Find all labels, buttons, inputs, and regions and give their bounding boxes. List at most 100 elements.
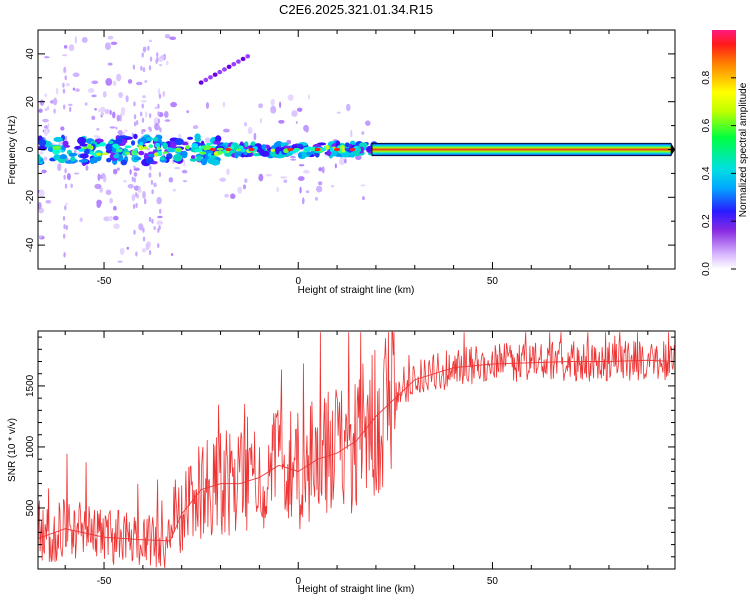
speck — [53, 97, 58, 106]
speck — [141, 103, 144, 109]
band-peak — [349, 147, 356, 152]
speck — [133, 121, 137, 127]
speck — [62, 54, 68, 57]
speck — [133, 101, 136, 107]
speck — [97, 109, 102, 112]
speck — [318, 167, 323, 172]
speck — [85, 165, 89, 171]
speck — [355, 155, 362, 161]
band-core — [148, 144, 154, 149]
speck — [158, 172, 162, 178]
speck — [153, 182, 157, 188]
speck — [72, 72, 80, 78]
speck — [63, 174, 66, 180]
speck — [72, 87, 76, 91]
x-tick-label: -50 — [97, 276, 112, 287]
speck — [133, 177, 136, 183]
band-blob — [296, 143, 304, 148]
band-blob — [174, 138, 184, 146]
speck — [112, 80, 117, 87]
band-peak — [248, 147, 255, 152]
speck — [287, 94, 294, 101]
x-tick-label: 0 — [295, 276, 301, 287]
speck — [159, 127, 162, 133]
spectrogram-marks — [38, 33, 675, 263]
speck — [104, 42, 111, 50]
diagonal-blob — [245, 54, 251, 59]
speck — [253, 132, 257, 141]
band-blob — [366, 146, 372, 152]
band-core — [82, 146, 87, 150]
speck — [270, 98, 275, 106]
speck — [291, 110, 298, 117]
speck — [75, 88, 80, 92]
speck — [101, 172, 106, 178]
y-tick-label: 500 — [25, 499, 36, 516]
speck — [174, 166, 181, 170]
spectrogram-panel: -50 0 50 -40 -20 0 20 40 Height of straight lin… — [7, 29, 676, 296]
speck — [62, 88, 66, 94]
band-blob — [153, 137, 159, 142]
speck — [157, 111, 160, 117]
y-tick-label: 0 — [25, 146, 36, 152]
speck — [139, 111, 143, 117]
speck — [192, 125, 199, 130]
speck — [290, 158, 297, 161]
speck — [183, 159, 186, 167]
band-blob — [234, 151, 239, 159]
speck — [119, 247, 125, 255]
band-blob — [94, 138, 104, 143]
x-tick-label: 0 — [295, 576, 301, 587]
spectrogram-y-label: Frequency (Hz) — [7, 116, 18, 185]
diagonal-blob — [222, 67, 227, 72]
diagonal-blob — [208, 75, 213, 80]
speck — [127, 184, 134, 189]
speck — [237, 186, 243, 194]
band-core — [199, 151, 207, 155]
band-blob — [133, 156, 142, 161]
speck — [156, 196, 162, 205]
speck — [107, 62, 113, 66]
speck — [164, 119, 171, 122]
speck — [137, 189, 143, 193]
speck — [115, 126, 118, 130]
speck — [94, 108, 97, 111]
speck — [67, 103, 73, 107]
speck — [57, 163, 62, 172]
speck — [265, 173, 272, 177]
speck — [224, 193, 230, 198]
dominant-line — [371, 142, 672, 157]
speck — [143, 47, 146, 53]
speck — [315, 196, 318, 201]
speck — [133, 229, 136, 235]
speck — [63, 45, 68, 49]
speck — [181, 169, 188, 174]
band-blob — [173, 153, 183, 162]
speck — [63, 224, 66, 230]
band-blob — [214, 136, 220, 142]
band-blob — [344, 142, 350, 148]
speck — [132, 64, 136, 70]
speck — [99, 187, 103, 193]
band-blob — [147, 153, 155, 157]
diagonal-blob — [236, 59, 241, 64]
band-blob — [181, 150, 188, 159]
speck — [151, 189, 154, 195]
speck — [244, 178, 248, 183]
band-core — [101, 152, 109, 156]
speck — [60, 126, 65, 131]
y-tick-label: -20 — [25, 190, 36, 205]
speck — [170, 253, 174, 257]
speck — [259, 117, 263, 124]
snr-marks — [38, 331, 675, 569]
band-core — [156, 146, 161, 151]
band-blob — [275, 146, 280, 155]
band-peak — [314, 147, 321, 152]
speck — [43, 128, 49, 136]
band-core — [341, 148, 345, 153]
band-core — [204, 144, 212, 150]
speck — [205, 101, 210, 109]
colorbar-tick-label: 0.2 — [701, 214, 712, 228]
speck — [64, 183, 68, 189]
speck — [96, 127, 100, 131]
